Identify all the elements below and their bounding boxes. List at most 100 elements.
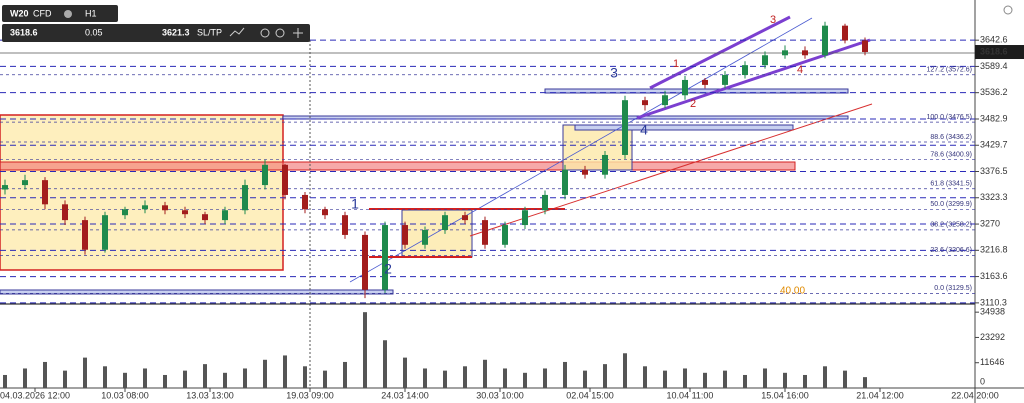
volume-bar	[763, 368, 767, 388]
x-tick-label: 24.03 14:00	[381, 390, 429, 400]
x-tick-label: 04.03.2026 12:00	[0, 390, 70, 400]
x-tick-label: 15.04 16:00	[761, 390, 809, 400]
y-tick-label: 3110.3	[980, 297, 1007, 307]
candle-body	[222, 210, 228, 221]
x-tick-label: 21.04 12:00	[856, 390, 904, 400]
candle-body	[122, 209, 128, 216]
symbol-type: CFD	[33, 8, 52, 18]
ask[interactable]: 3621.3	[162, 27, 190, 37]
candle-body	[642, 100, 648, 106]
y-tick-label: 3482.9	[980, 113, 1008, 123]
note: 40.00	[780, 286, 805, 297]
current-price: 3618.6	[980, 46, 1008, 56]
volume-bar	[63, 370, 67, 388]
x-tick-label: 22.04 20:00	[951, 390, 999, 400]
volume-tick-label: 23292	[980, 332, 1005, 342]
zoom-icon[interactable]	[275, 28, 285, 38]
fib-label: 127.2 (3572.6)	[926, 67, 972, 74]
candle-body	[742, 65, 748, 76]
volume-bar	[103, 366, 107, 388]
move-icon[interactable]	[293, 28, 303, 38]
zone	[0, 161, 796, 171]
sltp[interactable]: SL/TP	[197, 27, 222, 37]
volume-bar	[183, 370, 187, 388]
candle-body	[522, 210, 528, 226]
candle-body	[682, 79, 688, 96]
volume-bar	[3, 374, 7, 388]
y-tick-label: 3429.7	[980, 140, 1008, 150]
volume-bar	[663, 370, 667, 388]
y-tick-label: 3589.4	[980, 61, 1008, 71]
candle-body	[722, 75, 728, 85]
volume-bar	[83, 357, 87, 388]
candle-body	[262, 164, 268, 186]
fib-label: 23.6 (3206.6)	[930, 247, 972, 254]
wave-label: 2	[690, 98, 696, 110]
x-tick-label: 10.04 11:00	[667, 390, 714, 400]
candle-body	[102, 215, 108, 250]
candle-body	[342, 215, 348, 235]
volume-bar	[683, 368, 687, 388]
candle-body	[582, 169, 588, 175]
volume-bar	[363, 312, 367, 388]
volume-bar	[283, 355, 287, 388]
x-tick-label: 02.04 15:00	[566, 390, 614, 400]
zone	[574, 124, 794, 131]
volume-tick-label: 34938	[980, 307, 1005, 317]
candle-body	[322, 209, 328, 216]
candle-body	[362, 234, 368, 290]
volume-bar	[203, 364, 207, 388]
volume-bar	[343, 361, 347, 388]
wave-label: 1	[351, 196, 359, 212]
volume-bar	[403, 357, 407, 388]
wave-label: 4	[797, 64, 803, 76]
info-icon[interactable]	[64, 10, 72, 18]
volume-tick-label: 11646	[980, 357, 1004, 367]
volume-bar	[543, 368, 547, 388]
volume-bar	[843, 370, 847, 388]
candle-body	[822, 25, 828, 56]
tool-icon[interactable]	[229, 27, 245, 37]
candle-body	[602, 154, 608, 175]
y-tick-label: 3536.2	[980, 87, 1008, 97]
wave-label: 1	[673, 58, 679, 70]
fib-label: 78.6 (3400.9)	[930, 151, 972, 158]
fib-label: 0.0 (3129.5)	[934, 285, 972, 292]
volume-bar	[223, 372, 227, 388]
settings-icon[interactable]	[1003, 5, 1013, 15]
y-tick-label: 3642.6	[980, 35, 1008, 45]
fib-label: 88.6 (3436.2)	[930, 134, 972, 141]
wave-label: 3	[770, 14, 776, 26]
toolbar-bg	[2, 24, 310, 42]
zone	[544, 88, 849, 94]
volume-bar	[483, 359, 487, 388]
trendline	[349, 17, 813, 283]
candle-body	[302, 194, 308, 210]
y-tick-label: 3323.3	[980, 192, 1008, 202]
candle-body	[282, 164, 288, 195]
volume-bar	[563, 361, 567, 388]
volume-bar	[503, 368, 507, 388]
volume-bar	[743, 374, 747, 388]
candle-body	[662, 95, 668, 106]
toolbar: W20 CFD H1 3618.6 0.05 3621.3 SL/TP	[2, 5, 310, 42]
y-tick-label: 3163.6	[980, 271, 1008, 281]
timeframe[interactable]: H1	[85, 8, 97, 18]
volume-bar	[723, 370, 727, 388]
bid[interactable]: 3618.6	[10, 27, 38, 37]
x-tick-label: 19.03 09:00	[286, 390, 334, 400]
zoom-icon[interactable]	[260, 28, 270, 38]
volume-bar	[823, 366, 827, 388]
trendline	[469, 103, 873, 237]
candle-body	[242, 185, 248, 211]
wave-label: 2	[384, 261, 392, 277]
candle-body	[622, 100, 628, 155]
symbol[interactable]: W20	[10, 8, 29, 18]
zone	[562, 124, 633, 171]
y-tick-label: 3376.5	[980, 166, 1008, 176]
volume-bar	[443, 370, 447, 388]
candle-body	[442, 215, 448, 230]
fib-label: 50.0 (3299.9)	[930, 201, 972, 208]
channel	[649, 15, 791, 90]
